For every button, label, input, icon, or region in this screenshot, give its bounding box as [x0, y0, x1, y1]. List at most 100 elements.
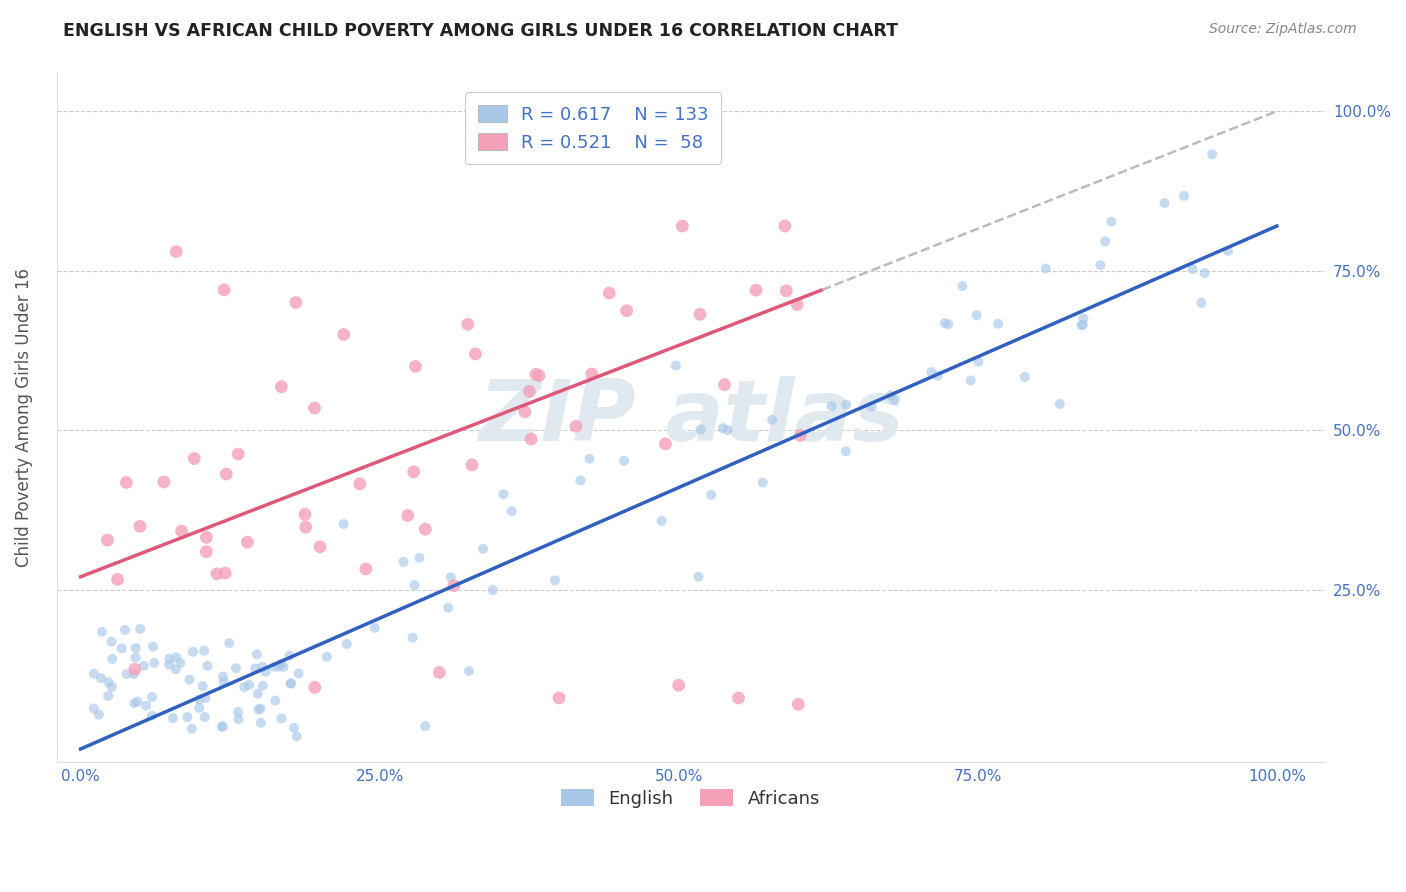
- Point: [91, 624, 114, 639]
- Point: [309, 540, 332, 554]
- Point: [1073, 311, 1095, 326]
- Point: [101, 680, 124, 694]
- Point: [304, 401, 326, 416]
- Point: [143, 656, 166, 670]
- Point: [285, 729, 308, 743]
- Point: [717, 423, 740, 437]
- Point: [214, 566, 236, 580]
- Point: [193, 643, 215, 657]
- Point: [880, 388, 903, 402]
- Point: [141, 690, 163, 704]
- Point: [97, 675, 120, 690]
- Point: [613, 454, 636, 468]
- Point: [115, 475, 138, 490]
- Point: [211, 720, 233, 734]
- Point: [250, 715, 273, 730]
- Point: [188, 701, 211, 715]
- Point: [249, 701, 271, 715]
- Point: [238, 678, 260, 692]
- Point: [401, 631, 423, 645]
- Text: Source: ZipAtlas.com: Source: ZipAtlas.com: [1209, 22, 1357, 37]
- Point: [598, 285, 620, 300]
- Point: [668, 678, 690, 692]
- Point: [688, 570, 710, 584]
- Point: [671, 219, 693, 233]
- Point: [188, 692, 211, 706]
- Point: [179, 673, 201, 687]
- Point: [1099, 214, 1122, 228]
- Point: [616, 303, 638, 318]
- Point: [211, 719, 233, 733]
- Point: [443, 579, 465, 593]
- Point: [191, 679, 214, 693]
- Point: [254, 665, 277, 679]
- Point: [457, 318, 479, 332]
- Point: [176, 710, 198, 724]
- Point: [544, 574, 567, 588]
- Point: [565, 419, 588, 434]
- Point: [304, 681, 326, 695]
- Point: [205, 566, 228, 581]
- Point: [711, 421, 734, 435]
- Point: [226, 447, 249, 461]
- Point: [332, 516, 354, 531]
- Point: [157, 657, 180, 672]
- Point: [440, 570, 463, 584]
- Point: [651, 514, 673, 528]
- Point: [107, 573, 129, 587]
- Point: [1194, 266, 1216, 280]
- Point: [97, 689, 120, 703]
- Point: [689, 307, 711, 321]
- Point: [548, 691, 571, 706]
- Point: [520, 432, 543, 446]
- Point: [920, 365, 942, 379]
- Point: [228, 712, 250, 726]
- Point: [100, 634, 122, 648]
- Point: [1035, 261, 1057, 276]
- Point: [860, 400, 883, 414]
- Point: [413, 719, 436, 733]
- Point: [835, 444, 858, 458]
- Point: [413, 522, 436, 536]
- Point: [194, 690, 217, 705]
- Point: [115, 667, 138, 681]
- Point: [396, 508, 419, 523]
- Point: [952, 279, 974, 293]
- Point: [132, 658, 155, 673]
- Point: [284, 295, 307, 310]
- Point: [966, 308, 988, 322]
- Point: [245, 661, 267, 675]
- Point: [1173, 189, 1195, 203]
- Point: [270, 379, 292, 393]
- Point: [1071, 318, 1094, 332]
- Point: [1153, 196, 1175, 211]
- Legend: English, Africans: English, Africans: [554, 781, 827, 814]
- Point: [129, 622, 152, 636]
- Point: [408, 550, 430, 565]
- Point: [517, 384, 540, 399]
- Point: [883, 393, 905, 408]
- Point: [458, 664, 481, 678]
- Point: [180, 722, 202, 736]
- Point: [226, 705, 249, 719]
- Point: [513, 405, 536, 419]
- Point: [287, 666, 309, 681]
- Point: [1090, 258, 1112, 272]
- Text: ENGLISH VS AFRICAN CHILD POVERTY AMONG GIRLS UNDER 16 CORRELATION CHART: ENGLISH VS AFRICAN CHILD POVERTY AMONG G…: [63, 22, 898, 40]
- Point: [165, 244, 187, 259]
- Point: [761, 413, 783, 427]
- Point: [654, 437, 676, 451]
- Point: [354, 562, 377, 576]
- Point: [218, 636, 240, 650]
- Point: [215, 467, 238, 481]
- Point: [727, 691, 749, 706]
- Point: [1094, 235, 1116, 249]
- Point: [124, 641, 146, 656]
- Point: [195, 530, 218, 544]
- Point: [124, 650, 146, 665]
- Point: [1014, 370, 1036, 384]
- Point: [482, 582, 505, 597]
- Point: [492, 487, 515, 501]
- Point: [786, 297, 808, 311]
- Point: [789, 428, 811, 442]
